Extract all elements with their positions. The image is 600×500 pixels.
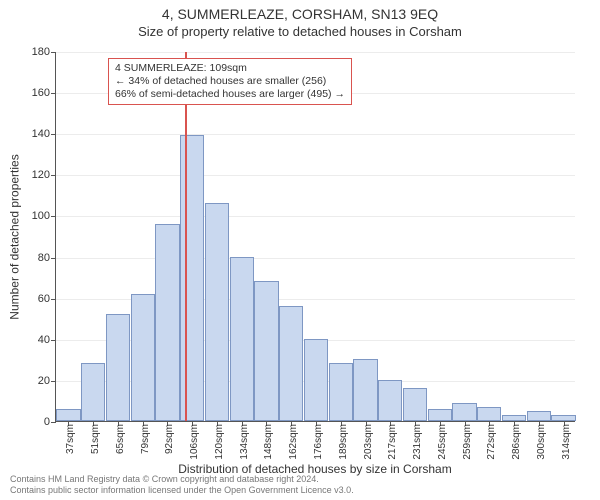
y-tick-label: 120	[32, 169, 50, 181]
y-tick	[51, 299, 56, 300]
histogram-bar	[403, 388, 427, 421]
histogram-bar	[527, 411, 551, 421]
property-info-box: 4 SUMMERLEAZE: 109sqm ← 34% of detached …	[108, 58, 352, 105]
gridline	[56, 175, 575, 176]
histogram-bar	[477, 407, 501, 421]
y-tick-label: 40	[38, 334, 50, 346]
y-tick-label: 100	[32, 210, 50, 222]
y-tick	[51, 258, 56, 259]
x-tick-label: 286sqm	[511, 424, 522, 460]
footer-line-1: Contains HM Land Registry data © Crown c…	[10, 474, 590, 485]
histogram-bar	[378, 380, 402, 421]
page-title: 4, SUMMERLEAZE, CORSHAM, SN13 9EQ	[0, 6, 600, 22]
x-tick-label: 106sqm	[189, 424, 200, 460]
x-tick-label: 51sqm	[90, 424, 101, 454]
histogram-bar	[131, 294, 155, 421]
y-tick	[51, 52, 56, 53]
y-tick-label: 0	[44, 416, 50, 428]
y-tick	[51, 216, 56, 217]
x-tick-label: 65sqm	[115, 424, 126, 454]
gridline	[56, 258, 575, 259]
info-line-smaller: ← 34% of detached houses are smaller (25…	[115, 75, 345, 88]
gridline	[56, 134, 575, 135]
y-tick-label: 20	[38, 375, 50, 387]
x-tick-label: 231sqm	[412, 424, 423, 460]
histogram-bar	[205, 203, 229, 421]
info-line-larger: 66% of semi-detached houses are larger (…	[115, 88, 345, 101]
y-tick-label: 160	[32, 87, 50, 99]
y-tick-label: 60	[38, 293, 50, 305]
y-tick-label: 140	[32, 128, 50, 140]
gridline	[56, 216, 575, 217]
x-tick-label: 134sqm	[239, 424, 250, 460]
x-tick-label: 245sqm	[437, 424, 448, 460]
y-tick	[51, 134, 56, 135]
x-tick-label: 189sqm	[338, 424, 349, 460]
histogram-plot: 02040608010012014016018037sqm51sqm65sqm7…	[55, 52, 575, 422]
y-tick	[51, 93, 56, 94]
y-tick-label: 80	[38, 252, 50, 264]
x-tick-label: 176sqm	[313, 424, 324, 460]
footer-line-2: Contains public sector information licen…	[10, 485, 590, 496]
x-tick-label: 217sqm	[387, 424, 398, 460]
histogram-bar	[254, 281, 278, 421]
info-line-size: 4 SUMMERLEAZE: 109sqm	[115, 62, 345, 75]
histogram-bar	[279, 306, 303, 421]
gridline	[56, 52, 575, 53]
page-subtitle: Size of property relative to detached ho…	[0, 24, 600, 39]
x-tick-label: 79sqm	[140, 424, 151, 454]
y-axis-label: Number of detached properties	[8, 52, 22, 422]
x-tick-label: 148sqm	[263, 424, 274, 460]
histogram-bar	[106, 314, 130, 421]
histogram-bar	[230, 257, 254, 421]
histogram-bar	[180, 135, 204, 421]
histogram-bar	[428, 409, 452, 421]
x-tick-label: 37sqm	[65, 424, 76, 454]
y-axis-label-text: Number of detached properties	[8, 154, 22, 319]
x-tick-label: 314sqm	[561, 424, 572, 460]
x-tick-label: 120sqm	[214, 424, 225, 460]
y-tick	[51, 340, 56, 341]
y-tick	[51, 175, 56, 176]
histogram-bar	[452, 403, 476, 422]
histogram-bar	[353, 359, 377, 421]
x-tick-label: 92sqm	[164, 424, 175, 454]
x-tick-label: 203sqm	[363, 424, 374, 460]
property-marker-line	[185, 52, 187, 421]
attribution-footer: Contains HM Land Registry data © Crown c…	[10, 474, 590, 496]
histogram-bar	[304, 339, 328, 421]
x-tick-label: 272sqm	[486, 424, 497, 460]
y-tick	[51, 422, 56, 423]
histogram-bar	[155, 224, 179, 421]
x-tick-label: 259sqm	[462, 424, 473, 460]
y-tick-label: 180	[32, 46, 50, 58]
x-tick-label: 162sqm	[288, 424, 299, 460]
histogram-bar	[81, 363, 105, 421]
y-tick	[51, 381, 56, 382]
x-tick-label: 300sqm	[536, 424, 547, 460]
histogram-bar	[329, 363, 353, 421]
histogram-bar	[56, 409, 80, 421]
